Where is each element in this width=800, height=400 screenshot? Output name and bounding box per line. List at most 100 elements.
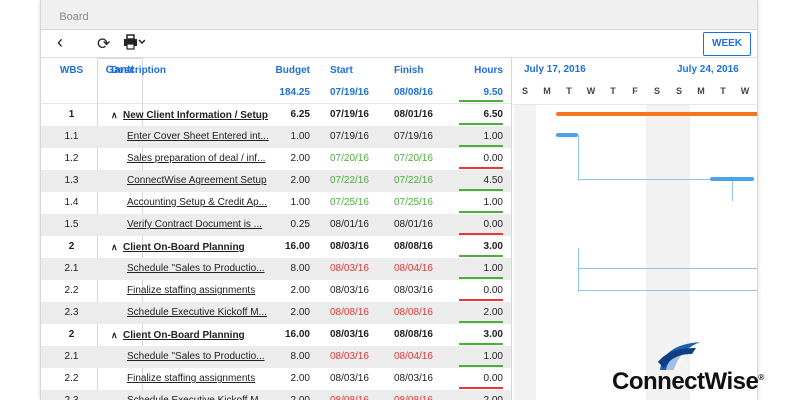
start-cell: 08/03/16 — [330, 263, 369, 274]
logo-wordmark: ConnectWise® — [612, 368, 764, 395]
task-link[interactable]: Finalize staffing assignments — [127, 373, 256, 384]
task-link[interactable]: Schedule Executive Kickoff M... — [127, 307, 267, 318]
task-link[interactable]: Sales preparation of deal / inf... — [127, 153, 266, 164]
task-link[interactable]: Schedule "Sales to Productio... — [127, 263, 265, 274]
summary-task-row[interactable]: 2 ∧ Client On-Board Planning 16.00 08/03/16 0… — [41, 324, 511, 346]
col-finish[interactable]: Finish — [394, 65, 424, 76]
totals-row: 184.25 07/19/16 08/08/16 9.50 — [41, 82, 511, 104]
description-cell[interactable]: ∧ Client On-Board Planning — [111, 236, 271, 258]
description-cell[interactable]: Accounting Setup & Credit Ap... — [127, 192, 287, 214]
budget-cell: 2.00 — [290, 285, 310, 296]
hours-underline — [459, 321, 503, 323]
task-link[interactable]: Schedule Executive Kickoff M... — [127, 395, 267, 400]
task-row[interactable]: 1.1 Enter Cover Sheet Entered int... 1.00 0… — [41, 126, 511, 148]
description-cell[interactable]: ∧ Client On-Board Planning — [111, 324, 271, 346]
dependency-line — [578, 248, 579, 292]
task-row[interactable]: 1.2 Sales preparation of deal / inf... 2.0… — [41, 148, 511, 170]
description-cell[interactable]: Verify Contract Document is ... — [127, 214, 287, 236]
task-bar[interactable] — [556, 133, 578, 137]
col-start[interactable]: Start — [330, 65, 353, 76]
task-row[interactable]: 2.1 Schedule "Sales to Productio... 8.00 08… — [41, 346, 511, 368]
task-row[interactable]: 1.3 ConnectWise Agreement Setup 2.00 07/22/… — [41, 170, 511, 192]
wbs-grid: WBS Description Budget Start Finish Hour… — [41, 58, 511, 400]
grid-header: WBS Description Budget Start Finish Hour… — [41, 60, 511, 82]
wbs-cell: 1 — [68, 109, 75, 120]
tab-board[interactable]: Board — [59, 11, 89, 23]
hours-underline — [459, 255, 503, 257]
task-link[interactable]: Accounting Setup & Credit Ap... — [127, 197, 268, 208]
week-button[interactable]: WEEK — [703, 32, 751, 56]
description-cell[interactable]: Schedule "Sales to Productio... — [127, 258, 287, 280]
finish-cell: 08/03/16 — [394, 373, 433, 384]
refresh-icon[interactable]: ⟳ — [97, 36, 111, 53]
task-link[interactable]: Enter Cover Sheet Entered int... — [127, 131, 269, 142]
col-hours[interactable]: Hours — [474, 65, 503, 76]
budget-cell: 16.00 — [284, 329, 310, 340]
description-cell[interactable]: Finalize staffing assignments — [127, 368, 287, 390]
day-label: W — [740, 86, 750, 96]
summary-task-row[interactable]: 1 ∧ New Client Information / Setup 6.25 07/1… — [41, 104, 511, 126]
gantt-chart: July 17, 2016 July 24, 2016 S M T W T F S S M T W — [511, 58, 757, 400]
day-label: S — [653, 86, 660, 96]
description-cell[interactable]: Sales preparation of deal / inf... — [127, 148, 287, 170]
col-description[interactable]: Description — [111, 65, 167, 76]
task-row[interactable]: 2.2 Finalize staffing assignments 2.00 08/0… — [41, 280, 511, 302]
hours-cell: 0.00 — [483, 153, 503, 164]
budget-cell: 2.00 — [290, 373, 310, 384]
start-cell: 08/08/16 — [330, 390, 390, 400]
start-cell: 08/08/16 — [330, 307, 369, 318]
collapse-caret-icon[interactable]: ∧ — [111, 110, 118, 120]
task-link[interactable]: New Client Information / Setup — [123, 110, 269, 121]
start-cell: 08/03/16 — [330, 373, 369, 384]
total-start: 07/19/16 — [330, 87, 369, 98]
weekend-column — [646, 104, 668, 400]
summary-task-row[interactable]: 2 ∧ Client On-Board Planning 16.00 08/03/16 0… — [41, 236, 511, 258]
finish-cell: 08/01/16 — [394, 109, 433, 120]
finish-cell: 08/04/16 — [394, 263, 433, 274]
description-cell[interactable]: ∧ New Client Information / Setup — [111, 104, 271, 126]
start-cell: 07/22/16 — [330, 175, 369, 186]
hours-cell: 1.00 — [483, 351, 503, 362]
task-link[interactable]: Finalize staffing assignments — [127, 285, 256, 296]
description-cell[interactable]: Enter Cover Sheet Entered int... — [127, 126, 287, 148]
finish-cell: 08/08/16 — [394, 329, 433, 340]
day-label: T — [566, 86, 572, 96]
hours-underline — [459, 189, 503, 191]
task-link[interactable]: Client On-Board Planning — [123, 242, 245, 253]
task-link[interactable]: Verify Contract Document is ... — [127, 219, 263, 230]
task-link[interactable]: Schedule "Sales to Productio... — [127, 351, 265, 362]
budget-cell: 2.00 — [290, 175, 310, 186]
description-cell[interactable]: ConnectWise Agreement Setup — [127, 170, 287, 192]
col-budget[interactable]: Budget — [275, 65, 310, 76]
collapse-caret-icon[interactable]: ∧ — [111, 330, 118, 340]
summary-bar[interactable] — [556, 112, 757, 116]
task-link[interactable]: Client On-Board Planning — [123, 330, 245, 341]
task-row[interactable]: 1.5 Verify Contract Document is ... 0.25 08… — [41, 214, 511, 236]
col-wbs[interactable]: WBS — [59, 65, 84, 76]
hours-underline — [459, 365, 503, 367]
tab-bar: Board Gantt — [41, 0, 757, 400]
print-icon[interactable] — [123, 34, 146, 55]
description-cell[interactable]: Schedule Executive Kickoff M... — [127, 302, 287, 324]
dependency-line — [578, 290, 757, 291]
weekend-column — [514, 104, 536, 400]
task-link[interactable]: ConnectWise Agreement Setup — [127, 175, 267, 186]
wbs-cell: 1.1 — [64, 131, 79, 142]
start-cell: 08/03/16 — [330, 285, 369, 296]
back-chevron-icon[interactable]: ‹ — [57, 32, 63, 52]
wbs-cell: 2.3 — [49, 390, 94, 400]
collapse-caret-icon[interactable]: ∧ — [111, 242, 118, 252]
task-row[interactable]: 1.4 Accounting Setup & Credit Ap... 1.00 07… — [41, 192, 511, 214]
hours-cell: 0.00 — [483, 285, 503, 296]
start-cell: 08/03/16 — [330, 351, 369, 362]
day-label: F — [632, 86, 638, 96]
description-cell[interactable]: Schedule "Sales to Productio... — [127, 346, 287, 368]
task-row[interactable]: 2.1 Schedule "Sales to Productio... 8.00 08… — [41, 258, 511, 280]
description-cell[interactable]: Finalize staffing assignments — [127, 280, 287, 302]
wbs-cell: 2.2 — [64, 285, 79, 296]
task-bar[interactable] — [710, 177, 754, 181]
task-row[interactable]: 2.2 Finalize staffing assignments 2.00 08/0… — [41, 368, 511, 390]
description-cell[interactable]: Schedule Executive Kickoff M... — [127, 390, 287, 400]
